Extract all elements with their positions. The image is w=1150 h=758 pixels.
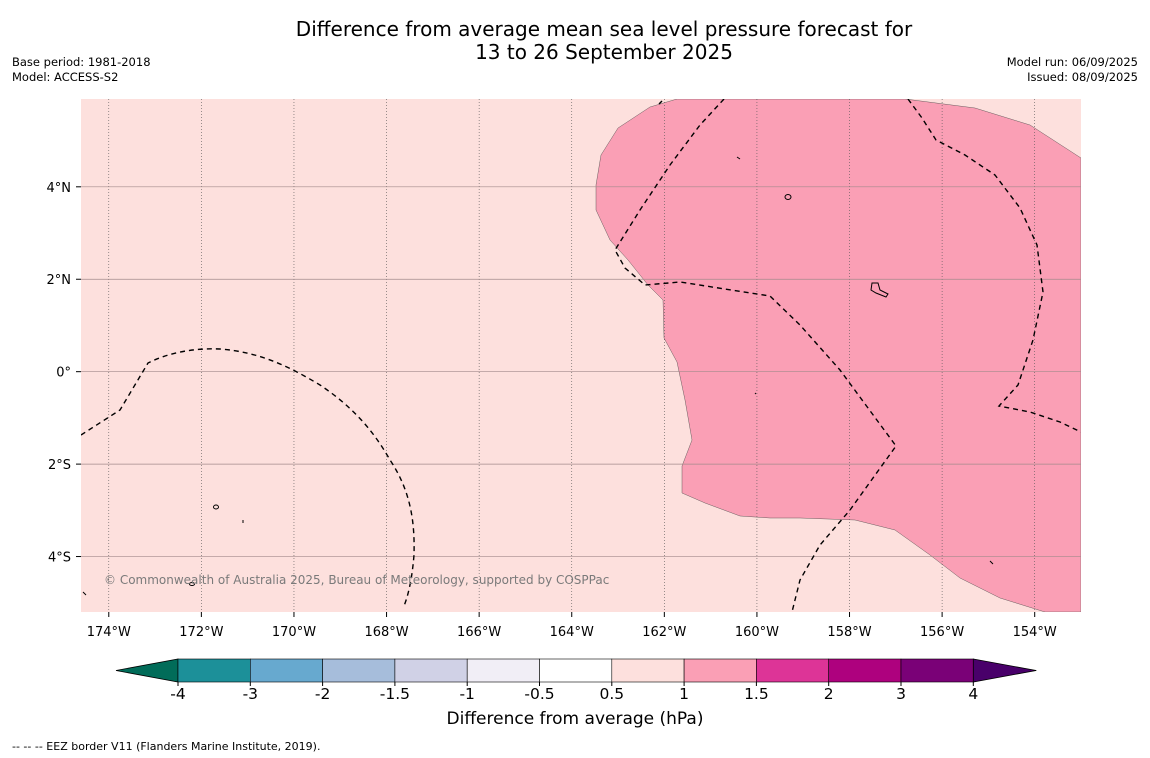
footer-note: -- -- -- EEZ border V11 (Flanders Marine… bbox=[12, 740, 321, 753]
island bbox=[754, 392, 757, 395]
y-tick-label: 4°N bbox=[47, 181, 72, 196]
x-tick-label: 174°W bbox=[87, 625, 131, 640]
colorbar-swatch bbox=[756, 658, 830, 683]
base-period: Base period: 1981-2018 bbox=[12, 55, 151, 69]
title-line-1: Difference from average mean sea level p… bbox=[295, 17, 913, 41]
island bbox=[82, 591, 87, 596]
x-tick-label: 172°W bbox=[179, 625, 223, 640]
x-tick-label: 166°W bbox=[457, 625, 501, 640]
y-tick-label: 2°S bbox=[48, 458, 71, 473]
colorbar-swatch bbox=[177, 658, 251, 683]
colorbar-swatch bbox=[394, 658, 468, 683]
island bbox=[870, 282, 889, 298]
colorbar-label: 1.5 bbox=[744, 685, 769, 703]
y-axis-ticks: 4°N 2°N 0° 2°S 4°S bbox=[47, 181, 81, 566]
x-tick-label: 164°W bbox=[550, 625, 594, 640]
colorbar: -4 -3 -2 -1.5 -1 -0.5 0.5 1 1.5 2 3 4 bbox=[115, 658, 1037, 703]
gridlines bbox=[81, 99, 1081, 612]
colorbar-swatch bbox=[466, 658, 540, 683]
islands bbox=[82, 156, 994, 596]
island bbox=[213, 504, 219, 510]
colorbar-title: Difference from average (hPa) bbox=[446, 709, 704, 729]
colorbar-label: -1 bbox=[459, 685, 474, 703]
island bbox=[736, 156, 741, 160]
model-name: Model: ACCESS-S2 bbox=[12, 70, 119, 84]
colorbar-label: -2 bbox=[315, 685, 330, 703]
x-tick-label: 160°W bbox=[735, 625, 779, 640]
island bbox=[189, 582, 195, 586]
eez-border-line bbox=[658, 100, 663, 105]
colorbar-swatch bbox=[539, 658, 613, 683]
colorbar-label: 4 bbox=[968, 685, 978, 703]
x-tick-label: 156°W bbox=[920, 625, 964, 640]
model-run: Model run: 06/09/2025 bbox=[1006, 55, 1138, 69]
x-tick-label: 170°W bbox=[272, 625, 316, 640]
x-tick-label: 158°W bbox=[827, 625, 871, 640]
colorbar-swatch bbox=[250, 658, 323, 683]
colorbar-swatch bbox=[611, 658, 685, 683]
colorbar-extend-high bbox=[972, 658, 1037, 683]
colorbar-label: 1 bbox=[679, 685, 689, 703]
colorbar-swatch bbox=[828, 658, 902, 683]
island bbox=[784, 194, 792, 200]
x-tick-label: 154°W bbox=[1013, 625, 1057, 640]
colorbar-swatch bbox=[900, 658, 974, 683]
eez-borders bbox=[81, 99, 1081, 612]
copyright-text: © Commonwealth of Australia 2025, Bureau… bbox=[104, 573, 609, 587]
eez-border-line bbox=[614, 99, 897, 612]
colorbar-label: -3 bbox=[243, 685, 258, 703]
colorbar-label: 0.5 bbox=[599, 685, 624, 703]
x-axis-ticks: 174°W 172°W 170°W 168°W 166°W 164°W 162°W 160°W… bbox=[87, 612, 1057, 640]
chart-title: Difference from average mean sea level p… bbox=[0, 18, 1150, 64]
anomaly-region bbox=[595, 99, 1081, 612]
colorbar-swatch bbox=[322, 658, 396, 683]
colorbar-label: 3 bbox=[896, 685, 906, 703]
colorbar-extend-low bbox=[115, 658, 179, 683]
y-tick-label: 0° bbox=[56, 366, 71, 381]
y-tick-label: 4°S bbox=[48, 551, 71, 566]
island bbox=[989, 560, 994, 565]
colorbar-label: -1.5 bbox=[380, 685, 410, 703]
y-tick-label: 2°N bbox=[47, 273, 72, 288]
meta-right: Model run: 06/09/2025 Issued: 08/09/2025 bbox=[1007, 55, 1138, 85]
colorbar-label: -0.5 bbox=[524, 685, 554, 703]
x-tick-label: 168°W bbox=[364, 625, 408, 640]
title-line-2: 13 to 26 September 2025 bbox=[475, 40, 733, 64]
meta-left: Base period: 1981-2018 Model: ACCESS-S2 bbox=[12, 55, 151, 85]
colorbar-label: 2 bbox=[824, 685, 834, 703]
colorbar-label: -4 bbox=[170, 685, 185, 703]
colorbar-swatch bbox=[683, 658, 757, 683]
issued-date: Issued: 08/09/2025 bbox=[1027, 70, 1138, 84]
x-tick-label: 162°W bbox=[642, 625, 686, 640]
eez-border-line bbox=[907, 99, 1081, 433]
